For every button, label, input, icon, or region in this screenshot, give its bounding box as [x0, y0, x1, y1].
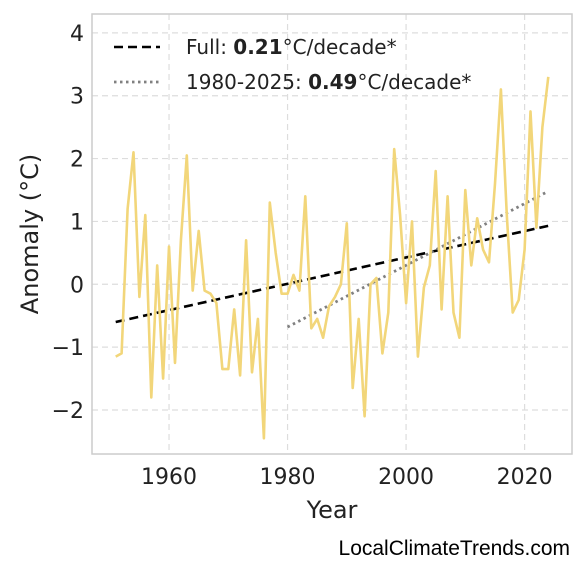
y-tick-label: 4: [70, 22, 84, 47]
x-axis-label: Year: [306, 496, 358, 524]
legend: Full: 0.21°C/decade* 1980-2025: 0.49°C/de…: [114, 35, 471, 94]
x-tick-label: 1960: [141, 465, 197, 490]
anomaly-series-line: [115, 76, 550, 440]
x-tick-label: 2020: [497, 465, 553, 490]
x-tick-label: 2000: [378, 465, 434, 490]
plot-frame: [91, 13, 573, 455]
y-axis-label: Anomaly (°C): [16, 154, 44, 314]
y-tick-label: 2: [70, 148, 84, 173]
y-tick-label: 0: [70, 273, 84, 298]
legend-label-full: Full: 0.21°C/decade*: [186, 35, 397, 59]
full-trend-line: [115, 224, 549, 324]
legend-label-recent: 1980-2025: 0.49°C/decade*: [186, 70, 471, 94]
x-tick-labels: 1960 1980 2000 2020: [141, 465, 553, 490]
y-tick-label: −2: [52, 399, 84, 424]
y-tick-label: −1: [52, 336, 84, 361]
x-tick-label: 1980: [260, 465, 316, 490]
y-tick-label: 1: [70, 210, 84, 235]
credit-text: LocalClimateTrends.com: [338, 537, 570, 560]
series-line-group: [115, 76, 550, 440]
y-tick-label: 3: [70, 85, 84, 110]
y-tick-labels: −2 −1 0 1 2 3 4: [52, 22, 84, 424]
